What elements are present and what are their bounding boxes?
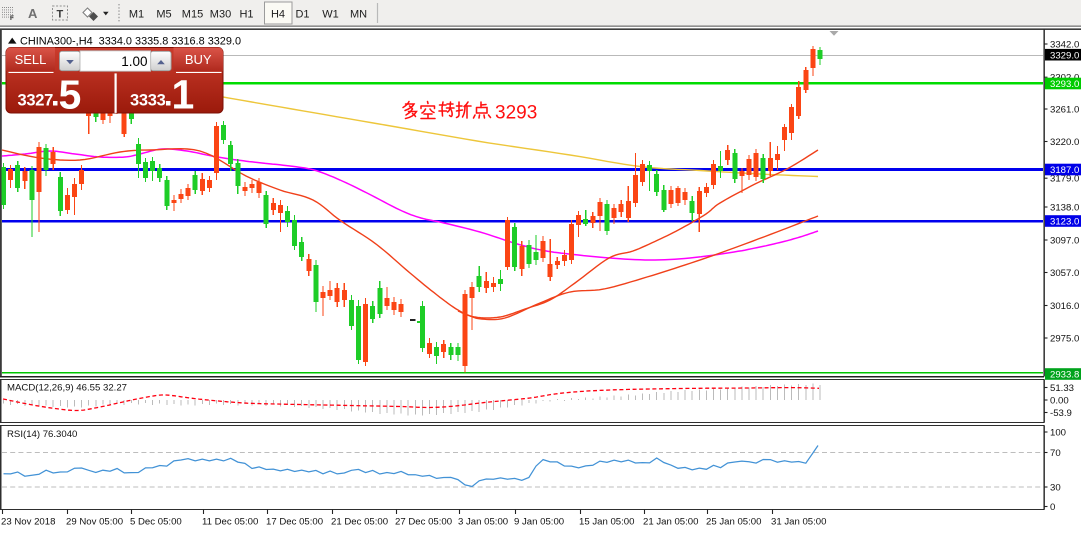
svg-text:MN: MN bbox=[350, 9, 367, 21]
svg-text:3097.0: 3097.0 bbox=[1050, 235, 1079, 246]
svg-text:3220.0: 3220.0 bbox=[1050, 137, 1079, 148]
svg-text:3138.0: 3138.0 bbox=[1050, 202, 1079, 213]
svg-text:9 Jan 05:00: 9 Jan 05:00 bbox=[514, 517, 564, 528]
svg-text:3333: 3333 bbox=[130, 92, 166, 110]
svg-text:1.00: 1.00 bbox=[121, 54, 147, 69]
svg-text:3261.0: 3261.0 bbox=[1050, 104, 1079, 115]
svg-text:MACD(12,26,9) 46.55 32.27: MACD(12,26,9) 46.55 32.27 bbox=[7, 383, 127, 394]
svg-text:3187.0: 3187.0 bbox=[1050, 165, 1079, 176]
svg-text:M5: M5 bbox=[156, 9, 171, 21]
svg-text:0: 0 bbox=[1050, 502, 1055, 513]
svg-text:3179.0: 3179.0 bbox=[1050, 174, 1079, 185]
svg-text:H1: H1 bbox=[239, 9, 253, 21]
svg-text:M1: M1 bbox=[129, 9, 144, 21]
svg-text:3342.0: 3342.0 bbox=[1050, 39, 1079, 50]
svg-text:30: 30 bbox=[1050, 482, 1061, 493]
svg-text:-53.9: -53.9 bbox=[1050, 408, 1072, 419]
svg-text:M15: M15 bbox=[182, 9, 203, 21]
svg-text:51.33: 51.33 bbox=[1050, 383, 1074, 394]
svg-text:RSI(14) 76.3040: RSI(14) 76.3040 bbox=[7, 429, 77, 440]
svg-text:A: A bbox=[28, 6, 38, 21]
svg-text:3016.0: 3016.0 bbox=[1050, 301, 1079, 312]
svg-text:BUY: BUY bbox=[185, 52, 212, 67]
svg-text:3057.0: 3057.0 bbox=[1050, 268, 1079, 279]
svg-text:3 Jan 05:00: 3 Jan 05:00 bbox=[458, 517, 508, 528]
svg-text:3293: 3293 bbox=[495, 103, 537, 124]
svg-text:11 Dec 05:00: 11 Dec 05:00 bbox=[202, 517, 258, 528]
svg-text:15 Jan 05:00: 15 Jan 05:00 bbox=[579, 517, 634, 528]
svg-text:23 Nov 2018: 23 Nov 2018 bbox=[1, 517, 55, 528]
svg-text:21 Dec 05:00: 21 Dec 05:00 bbox=[331, 517, 388, 528]
svg-text:3293.0: 3293.0 bbox=[1050, 79, 1079, 90]
svg-text:T: T bbox=[57, 9, 64, 21]
svg-text:5 Dec 05:00: 5 Dec 05:00 bbox=[130, 517, 182, 528]
svg-text:CHINA300-,H4 3334.0 3335.8 33: CHINA300-,H4 3334.0 3335.8 3316.8 3329.0 bbox=[20, 35, 241, 47]
svg-text:3123.0: 3123.0 bbox=[1050, 217, 1079, 228]
svg-text:31 Jan 05:00: 31 Jan 05:00 bbox=[771, 517, 826, 528]
svg-text:F: F bbox=[10, 15, 14, 22]
svg-text:27 Dec 05:00: 27 Dec 05:00 bbox=[395, 517, 452, 528]
svg-text:100: 100 bbox=[1050, 427, 1066, 438]
svg-text:21 Jan 05:00: 21 Jan 05:00 bbox=[643, 517, 698, 528]
svg-text:W1: W1 bbox=[322, 9, 339, 21]
svg-text:D1: D1 bbox=[295, 9, 309, 21]
svg-text:5: 5 bbox=[59, 72, 82, 118]
svg-text:2933.8: 2933.8 bbox=[1050, 370, 1079, 381]
svg-text:0.00: 0.00 bbox=[1050, 395, 1069, 406]
svg-text:29 Nov 05:00: 29 Nov 05:00 bbox=[66, 517, 123, 528]
svg-text:1: 1 bbox=[172, 72, 195, 118]
svg-text:25 Jan 05:00: 25 Jan 05:00 bbox=[706, 517, 761, 528]
svg-text:17 Dec 05:00: 17 Dec 05:00 bbox=[266, 517, 323, 528]
svg-text:M30: M30 bbox=[210, 9, 231, 21]
svg-text:3329.0: 3329.0 bbox=[1050, 50, 1079, 61]
svg-text:2975.0: 2975.0 bbox=[1050, 333, 1079, 344]
svg-text:3327: 3327 bbox=[18, 92, 54, 110]
svg-text:SELL: SELL bbox=[15, 52, 47, 67]
svg-text:H4: H4 bbox=[271, 9, 285, 21]
svg-text:70: 70 bbox=[1050, 448, 1061, 459]
